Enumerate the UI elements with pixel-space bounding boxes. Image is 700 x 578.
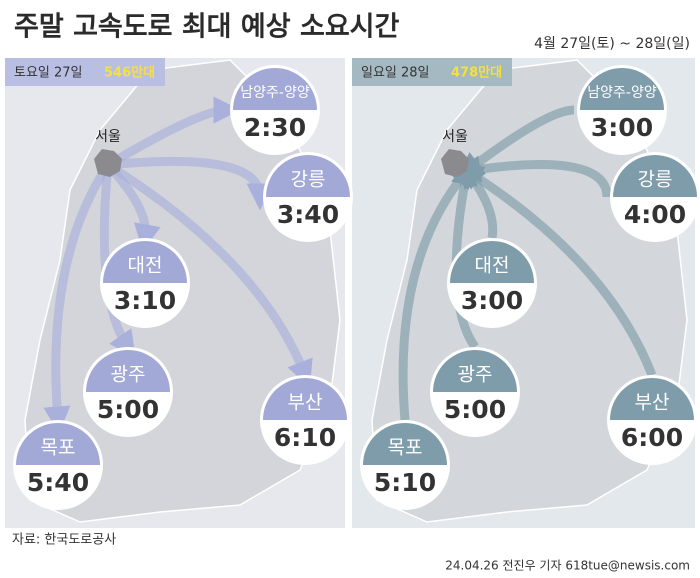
destination-name: 광주	[458, 364, 493, 386]
destination-top	[16, 423, 100, 465]
day-label: 일요일 28일	[361, 66, 430, 81]
destination-name: 대전	[128, 255, 163, 277]
destination-top	[433, 350, 517, 392]
destination-top	[613, 155, 697, 197]
destination: 남양주-양양 2:30	[230, 65, 320, 155]
route-arrow	[456, 105, 575, 180]
destination-top	[103, 241, 187, 283]
destination: 광주 5:00	[430, 347, 520, 437]
destination-time: 3:10	[114, 286, 176, 315]
destination-name: 강릉	[291, 169, 326, 191]
destination: 광주 5:00	[83, 347, 173, 437]
route-arrow	[105, 161, 313, 388]
destination-top	[266, 155, 350, 197]
volume-label: 546만대	[104, 65, 155, 81]
destination-top	[263, 378, 347, 420]
destination-name: 부산	[288, 392, 323, 414]
source: 자료: 한국도로공사	[12, 533, 116, 548]
destination: 대전 3:10	[100, 238, 190, 328]
destination-time: 3:00	[591, 113, 653, 142]
route-arrow	[107, 156, 274, 211]
seoul-shape	[441, 149, 469, 177]
day-label: 토요일 27일	[14, 66, 83, 81]
volume-label: 478만대	[451, 65, 502, 81]
destination-time: 5:00	[97, 395, 159, 424]
destination-time: 5:40	[27, 468, 89, 497]
destination-top	[233, 68, 317, 110]
day-tag	[352, 58, 512, 86]
destination-top	[580, 68, 664, 110]
destination-time: 4:00	[624, 200, 686, 229]
destination-name: 강릉	[638, 169, 673, 191]
destination-name: 대전	[475, 255, 510, 277]
destination-time: 3:00	[461, 286, 523, 315]
credit: 24.04.26 전진우 기자 618tue@newsis.com	[445, 559, 690, 573]
route-arrow	[43, 162, 112, 434]
destination-top	[86, 350, 170, 392]
destination-time: 6:00	[621, 423, 683, 452]
destination: 강릉 3:40	[263, 152, 353, 242]
route-arrow	[455, 163, 657, 377]
destination-name: 부산	[635, 392, 670, 414]
destination-time: 6:10	[274, 423, 336, 452]
title: 주말 고속도로 최대 예상 소요시간	[14, 12, 400, 43]
route-arrow	[398, 160, 476, 421]
destination-name: 남양주-양양	[240, 85, 310, 101]
route-arrow	[453, 155, 612, 198]
destination: 목포 5:10	[360, 420, 450, 510]
destination-top	[363, 423, 447, 465]
destination-time: 2:30	[244, 113, 306, 142]
destination-top	[610, 378, 694, 420]
destination: 강릉 4:00	[610, 152, 700, 242]
date: 4월 27일(토) ~ 28일(일)	[534, 36, 690, 52]
destination-time: 5:00	[444, 395, 506, 424]
origin-label: 서울	[95, 129, 121, 145]
destination: 대전 3:00	[447, 238, 537, 328]
day-tag	[5, 58, 165, 86]
destination-top	[450, 241, 534, 283]
destination: 부산 6:10	[260, 375, 350, 465]
destination: 부산 6:00	[607, 375, 697, 465]
destination-name: 남양주-양양	[587, 85, 657, 101]
seoul-shape	[94, 149, 122, 177]
destination-name: 목포	[41, 437, 76, 459]
destination-name: 광주	[111, 364, 146, 386]
destination-time: 5:10	[374, 468, 436, 497]
destination-name: 목포	[388, 437, 423, 459]
origin-label: 서울	[442, 129, 468, 145]
destination-time: 3:40	[277, 200, 339, 229]
route-arrow	[105, 96, 241, 169]
destination: 남양주-양양 3:00	[577, 65, 667, 155]
destination: 목포 5:40	[13, 420, 103, 510]
